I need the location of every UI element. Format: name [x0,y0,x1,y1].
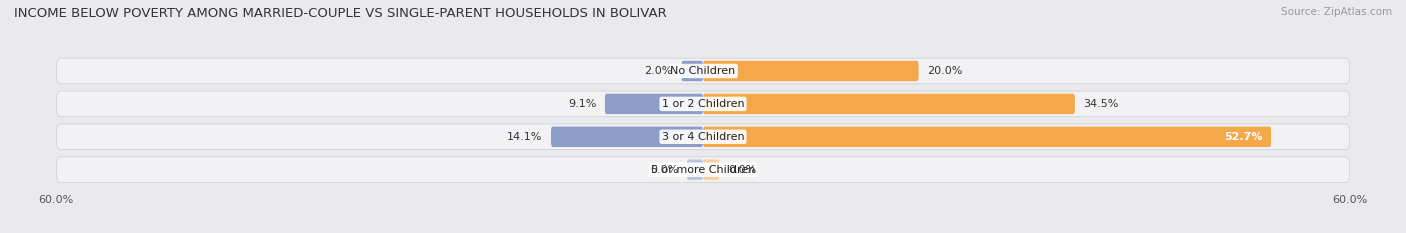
FancyBboxPatch shape [56,124,1350,150]
FancyBboxPatch shape [551,127,703,147]
Text: 0.0%: 0.0% [650,165,678,175]
FancyBboxPatch shape [703,127,1271,147]
Text: 5 or more Children: 5 or more Children [651,165,755,175]
FancyBboxPatch shape [688,159,703,180]
FancyBboxPatch shape [682,61,703,81]
Text: 20.0%: 20.0% [927,66,963,76]
Text: Source: ZipAtlas.com: Source: ZipAtlas.com [1281,7,1392,17]
Text: 52.7%: 52.7% [1225,132,1263,142]
FancyBboxPatch shape [56,157,1350,182]
FancyBboxPatch shape [703,61,918,81]
Text: 2.0%: 2.0% [644,66,673,76]
Text: 0.0%: 0.0% [728,165,756,175]
Text: No Children: No Children [671,66,735,76]
FancyBboxPatch shape [56,91,1350,117]
Text: 3 or 4 Children: 3 or 4 Children [662,132,744,142]
Text: 34.5%: 34.5% [1084,99,1119,109]
FancyBboxPatch shape [703,94,1076,114]
FancyBboxPatch shape [605,94,703,114]
FancyBboxPatch shape [56,58,1350,84]
Text: 1 or 2 Children: 1 or 2 Children [662,99,744,109]
Text: INCOME BELOW POVERTY AMONG MARRIED-COUPLE VS SINGLE-PARENT HOUSEHOLDS IN BOLIVAR: INCOME BELOW POVERTY AMONG MARRIED-COUPL… [14,7,666,20]
Text: 14.1%: 14.1% [508,132,543,142]
Text: 9.1%: 9.1% [568,99,596,109]
FancyBboxPatch shape [703,159,720,180]
